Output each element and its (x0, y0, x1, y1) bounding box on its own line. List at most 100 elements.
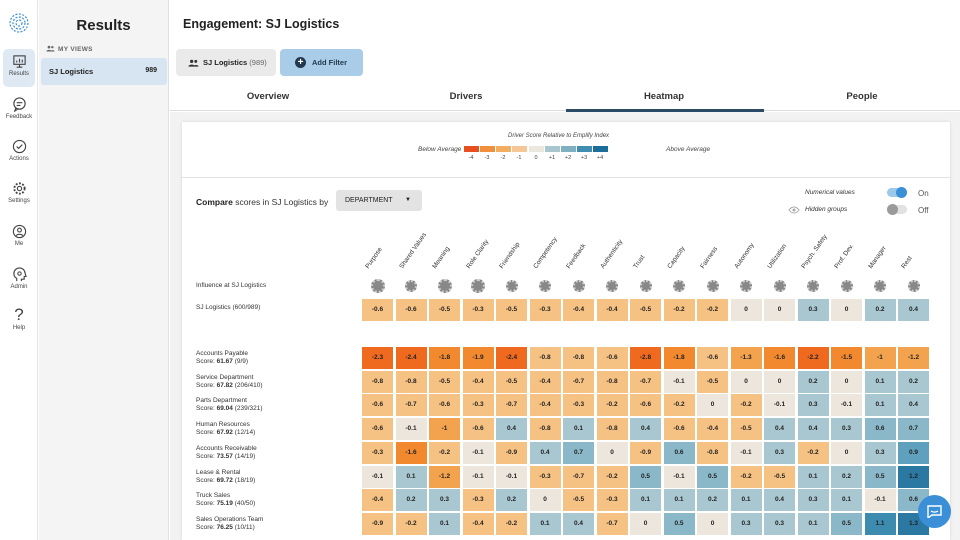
heatmap-cell[interactable]: 0.7 (563, 441, 594, 464)
heatmap-cell[interactable]: 0.1 (797, 512, 829, 535)
column-header[interactable]: Meaning (431, 245, 452, 270)
heatmap-cell[interactable]: -0.2 (730, 394, 762, 417)
rail-item-admin[interactable]: Admin (3, 262, 35, 300)
heatmap-cell[interactable]: 0.5 (697, 465, 728, 488)
heatmap-cell[interactable]: -0.6 (697, 347, 728, 369)
row-label[interactable]: Accounts Payable Score: 61.67 (9/9) (196, 350, 248, 366)
heatmap-cell[interactable]: 0.5 (663, 512, 695, 535)
heatmap-cell[interactable]: 0 (764, 299, 795, 321)
rail-item-actions[interactable]: Actions (3, 134, 35, 172)
heatmap-cell[interactable]: 0.1 (864, 370, 896, 393)
heatmap-cell[interactable]: 0 (730, 370, 762, 393)
tab-drivers[interactable]: Drivers (449, 91, 483, 102)
numerical-values-toggle[interactable] (887, 187, 907, 198)
heatmap-cell[interactable]: 0 (697, 394, 728, 417)
heatmap-cell[interactable]: 0 (764, 370, 795, 393)
column-header[interactable]: Prof. Dev. (833, 242, 856, 270)
heatmap-cell[interactable]: -2.4 (496, 347, 527, 369)
column-header[interactable]: Fairness (699, 245, 720, 270)
heatmap-cell[interactable]: -0.1 (663, 370, 695, 393)
heatmap-cell[interactable]: -0.3 (362, 441, 393, 464)
heatmap-cell[interactable]: -0.5 (764, 465, 795, 488)
heatmap-cell[interactable]: -1.3 (730, 347, 762, 369)
column-header[interactable]: Friendship (498, 241, 522, 270)
heatmap-cell[interactable]: -1 (429, 418, 460, 441)
column-header[interactable]: Rest (900, 255, 914, 270)
heatmap-cell[interactable]: -0.7 (563, 465, 594, 488)
rail-item-results[interactable]: Results (3, 49, 35, 87)
tab-heatmap[interactable]: Heatmap (643, 91, 685, 102)
heatmap-cell[interactable]: -1.2 (898, 347, 929, 369)
heatmap-cell[interactable]: -0.2 (797, 441, 829, 464)
heatmap-cell[interactable]: 1.2 (898, 465, 929, 488)
heatmap-cell[interactable]: -0.7 (563, 370, 594, 393)
add-filter-button[interactable]: + Add Filter (280, 49, 363, 76)
heatmap-cell[interactable]: -0.3 (596, 489, 628, 512)
heatmap-cell[interactable]: 0.1 (429, 512, 460, 535)
heatmap-cell[interactable]: -0.7 (395, 394, 427, 417)
heatmap-cell[interactable]: -2.4 (395, 347, 427, 369)
heatmap-cell[interactable]: -0.3 (462, 394, 494, 417)
heatmap-cell[interactable]: -1.5 (831, 347, 862, 369)
filter-chip[interactable]: SJ Logistics (989) (176, 49, 276, 76)
heatmap-cell[interactable]: 0.1 (529, 512, 561, 535)
heatmap-cell[interactable]: 0.2 (395, 489, 427, 512)
row-label[interactable]: Parts Department Score: 69.04 (239/321) (196, 397, 263, 413)
heatmap-cell[interactable]: 0.4 (529, 441, 561, 464)
heatmap-cell[interactable]: 0.6 (864, 418, 896, 441)
heatmap-cell[interactable]: -0.4 (596, 299, 628, 321)
heatmap-cell[interactable]: -0.2 (496, 512, 527, 535)
rail-item-feedback[interactable]: Feedback (3, 92, 35, 130)
heatmap-cell[interactable]: -0.3 (529, 465, 561, 488)
heatmap-cell[interactable]: -0.2 (395, 512, 427, 535)
heatmap-cell[interactable]: -0.8 (596, 370, 628, 393)
heatmap-cell[interactable]: -0.8 (529, 418, 561, 441)
heatmap-cell[interactable]: 0 (697, 512, 728, 535)
heatmap-cell[interactable]: 0.9 (898, 441, 929, 464)
column-header[interactable]: Competency (531, 236, 559, 270)
heatmap-cell[interactable]: 1.1 (864, 512, 896, 535)
heatmap-cell[interactable]: 0.3 (864, 441, 896, 464)
heatmap-cell[interactable]: 0.4 (563, 512, 594, 535)
heatmap-cell[interactable]: 0.3 (429, 489, 460, 512)
heatmap-cell[interactable]: -0.5 (496, 299, 527, 321)
heatmap-cell[interactable]: -0.1 (663, 465, 695, 488)
heatmap-cell[interactable]: -0.3 (462, 299, 494, 321)
heatmap-cell[interactable]: -0.8 (563, 347, 594, 369)
heatmap-cell[interactable]: 0.2 (831, 465, 862, 488)
heatmap-cell[interactable]: 0 (831, 299, 862, 321)
row-label[interactable]: Accounts Receivable Score: 73.57 (14/19) (196, 445, 257, 461)
heatmap-cell[interactable]: 0.2 (864, 299, 896, 321)
heatmap-cell[interactable]: -0.8 (596, 418, 628, 441)
heatmap-cell[interactable]: -0.3 (462, 489, 494, 512)
heatmap-cell[interactable]: -0.4 (462, 512, 494, 535)
heatmap-cell[interactable]: -0.6 (462, 418, 494, 441)
heatmap-cell[interactable]: 0.7 (898, 418, 929, 441)
heatmap-cell[interactable]: -1.6 (395, 441, 427, 464)
hidden-groups-toggle[interactable] (887, 204, 907, 215)
heatmap-cell[interactable]: -1.6 (764, 347, 795, 369)
heatmap-cell[interactable]: 0.1 (395, 465, 427, 488)
heatmap-cell[interactable]: -0.8 (395, 370, 427, 393)
heatmap-cell[interactable]: 0.3 (797, 394, 829, 417)
heatmap-cell[interactable]: -2.3 (362, 347, 393, 369)
heatmap-cell[interactable]: -0.6 (395, 299, 427, 321)
emplify-logo-icon[interactable] (9, 13, 29, 33)
column-header[interactable]: Feedback (565, 242, 588, 270)
heatmap-cell[interactable]: 0.2 (496, 489, 527, 512)
heatmap-cell[interactable]: 0.2 (697, 489, 728, 512)
heatmap-cell[interactable]: -0.1 (831, 394, 862, 417)
heatmap-cell[interactable]: -0.2 (663, 394, 695, 417)
heatmap-cell[interactable]: -0.5 (630, 299, 661, 321)
heatmap-cell[interactable]: -2.2 (797, 347, 829, 369)
heatmap-cell[interactable]: -0.5 (730, 418, 762, 441)
heatmap-cell[interactable]: 0.4 (797, 418, 829, 441)
heatmap-cell[interactable]: -0.2 (663, 299, 695, 321)
column-header[interactable]: Capacity (665, 245, 687, 270)
heatmap-cell[interactable]: 0.1 (797, 465, 829, 488)
row-label[interactable]: Truck Sales Score: 75.19 (40/50) (196, 492, 255, 508)
heatmap-cell[interactable]: 0.1 (563, 418, 594, 441)
heatmap-cell[interactable]: -0.4 (697, 418, 728, 441)
heatmap-cell[interactable]: -0.6 (362, 418, 393, 441)
column-header[interactable]: Trust (632, 254, 647, 270)
